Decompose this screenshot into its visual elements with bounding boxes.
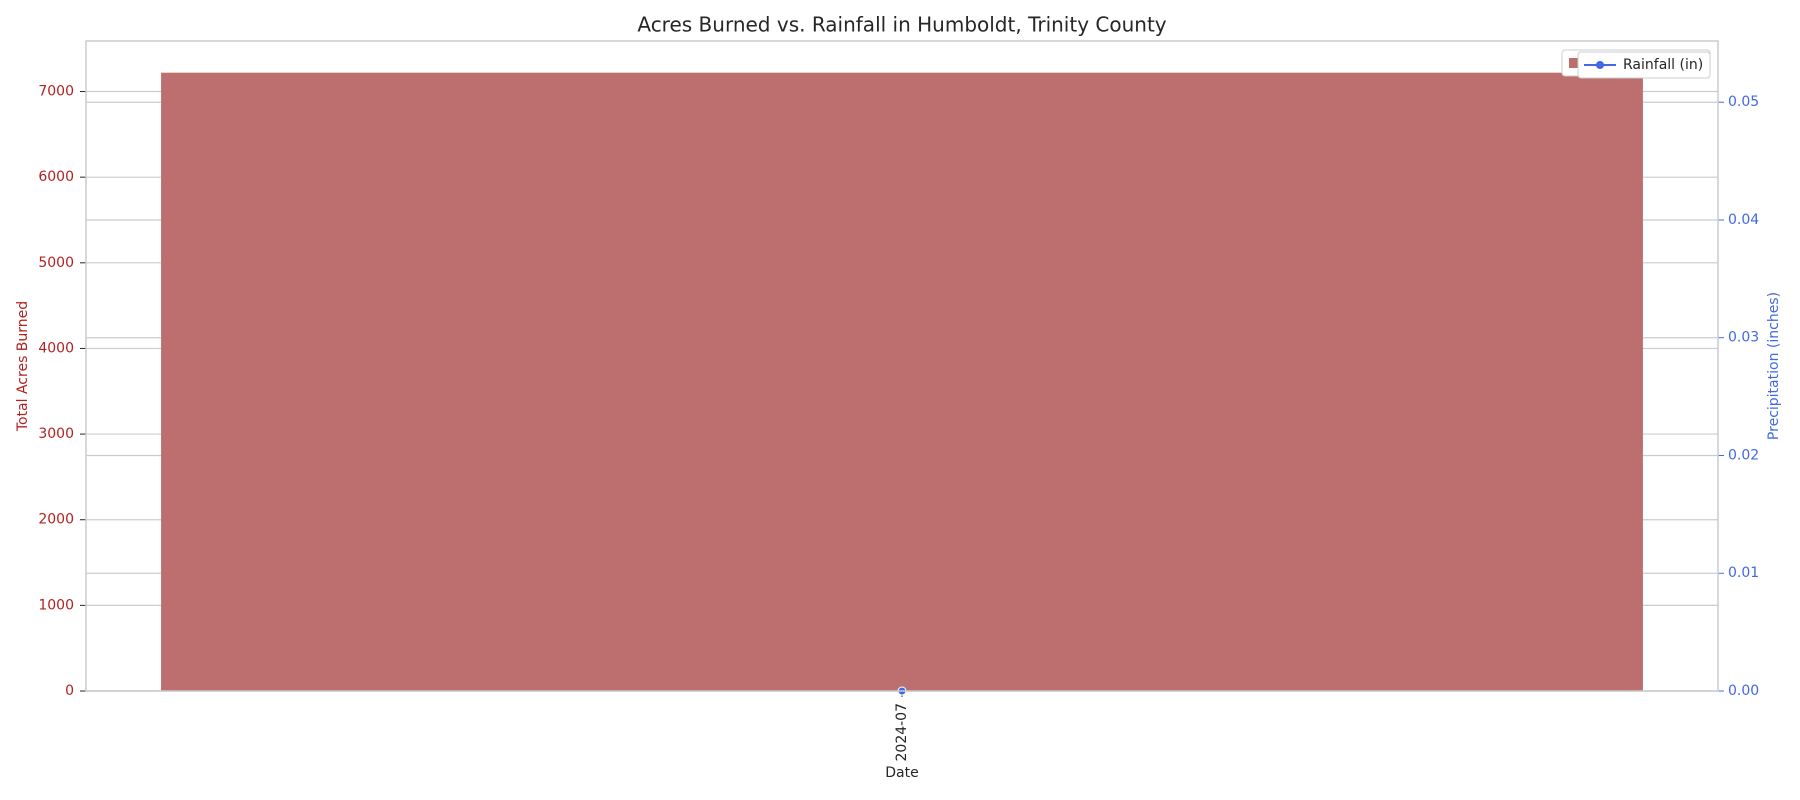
y-tick-label: 5000 [38, 255, 74, 271]
y-tick-label: 3000 [38, 426, 74, 442]
y-tick-label: 4000 [38, 340, 74, 356]
y2-tick-label: 0.01 [1728, 565, 1759, 581]
y-tick-label: 2000 [38, 512, 74, 528]
y-tick-label: 6000 [38, 169, 74, 185]
y-tick-label: 1000 [38, 597, 74, 613]
y-tick-label: 0 [65, 683, 74, 699]
legend-marker [1596, 61, 1604, 69]
legend-label: Rainfall (in) [1623, 57, 1703, 73]
bar [161, 72, 1643, 692]
y2-tick-label: 0.05 [1728, 94, 1759, 110]
x-axis-label: Date [885, 765, 918, 781]
y2-tick-label: 0.00 [1728, 683, 1759, 699]
legend-box [1577, 51, 1711, 79]
y2-tick-label: 0.04 [1728, 212, 1759, 228]
y2-axis-label: Precipitation (inches) [1766, 292, 1782, 440]
chart-title: Acres Burned vs. Rainfall in Humboldt, T… [637, 13, 1166, 37]
plot-frame [85, 40, 1719, 692]
legend-swatch [1569, 58, 1579, 68]
x-tick-label: 2024-07 [894, 703, 910, 762]
y-axis-label: Total Acres Burned [15, 301, 31, 432]
y2-tick-label: 0.02 [1728, 447, 1759, 463]
y2-tick-label: 0.03 [1728, 330, 1759, 346]
y-tick-label: 7000 [38, 84, 74, 100]
